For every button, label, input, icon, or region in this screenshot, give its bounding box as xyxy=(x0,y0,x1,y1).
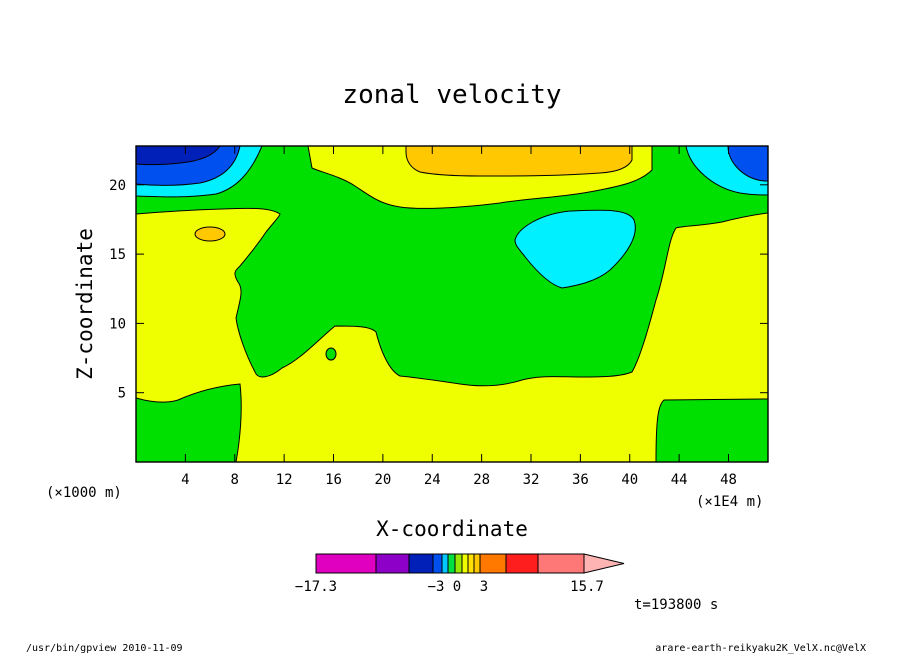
contour-region-cyan xyxy=(514,209,636,289)
colorbar-segment xyxy=(432,553,443,574)
contour-region-topright-blue xyxy=(727,146,768,182)
x-tick-label: 16 xyxy=(325,472,342,488)
colorbar-segment xyxy=(315,553,377,574)
colorbar-arrow xyxy=(583,553,625,574)
contour-region-orange-top xyxy=(405,146,633,177)
x-tick-label: 20 xyxy=(374,472,391,488)
time-label: t=193800 s xyxy=(634,597,718,613)
x-axis: 4 8 12 16 20 24 28 32 36 40 44 48 xyxy=(181,146,737,488)
colorbar-segment xyxy=(479,553,507,574)
chart-title: zonal velocity xyxy=(342,80,561,110)
contour-region-green-main xyxy=(136,146,768,387)
colorbar-labels: −17.3 −3 0 3 15.7 xyxy=(295,579,604,595)
y-tick-label: 15 xyxy=(109,247,126,263)
x-axis-label: X-coordinate xyxy=(376,517,528,541)
colorbar-segment xyxy=(408,553,434,574)
colorbar-label: 3 xyxy=(480,579,488,595)
contour-region-green-lowright xyxy=(655,398,768,462)
colorbar-segment xyxy=(375,553,410,574)
colorbar-segment xyxy=(537,553,585,574)
x-tick-label: 40 xyxy=(621,472,638,488)
colorbar-segment xyxy=(505,553,539,574)
colorbar-segment xyxy=(441,553,449,574)
colorbar-label: 0 xyxy=(453,579,461,595)
x-tick-label: 44 xyxy=(671,472,688,488)
y-tick-label: 20 xyxy=(109,178,126,194)
colorbar xyxy=(315,553,625,574)
x-tick-label: 4 xyxy=(181,472,189,488)
y-axis-label: Z-coordinate xyxy=(73,228,97,380)
x-tick-label: 8 xyxy=(231,472,239,488)
colorbar-label: −17.3 xyxy=(295,579,337,595)
x-tick-label: 12 xyxy=(276,472,293,488)
contour-region-topleft-darkblue xyxy=(136,146,221,166)
colorbar-segment xyxy=(461,553,469,574)
x-tick-label: 28 xyxy=(473,472,490,488)
footer-left: /usr/bin/gpview 2010-11-09 xyxy=(26,643,183,654)
x-tick-label: 32 xyxy=(523,472,540,488)
colorbar-segment xyxy=(447,553,456,574)
colorbar-segment xyxy=(473,553,481,574)
contour-region-green-eye xyxy=(325,347,337,361)
x-tick-label: 48 xyxy=(720,472,737,488)
y-tick-label: 10 xyxy=(109,316,126,332)
y-unit-label: (×1000 m) xyxy=(46,485,122,501)
y-axis: 5 10 15 20 xyxy=(109,178,768,402)
y-tick-label: 5 xyxy=(118,386,126,402)
colorbar-label: −3 xyxy=(428,579,445,595)
colorbar-label: 15.7 xyxy=(570,579,604,595)
footer-right: arare-earth-reikyaku2K_VelX.nc@VelX xyxy=(655,643,866,654)
plot-area xyxy=(135,145,769,463)
x-tick-label: 24 xyxy=(424,472,441,488)
x-unit-label: (×1E4 m) xyxy=(696,494,763,510)
contour-region-orange-eye xyxy=(194,226,226,242)
colorbar-segment xyxy=(467,553,475,574)
plot-frame xyxy=(135,145,769,463)
contour-region-green-lowleft xyxy=(136,383,242,462)
x-tick-label: 36 xyxy=(572,472,589,488)
colorbar-segment xyxy=(454,553,463,574)
